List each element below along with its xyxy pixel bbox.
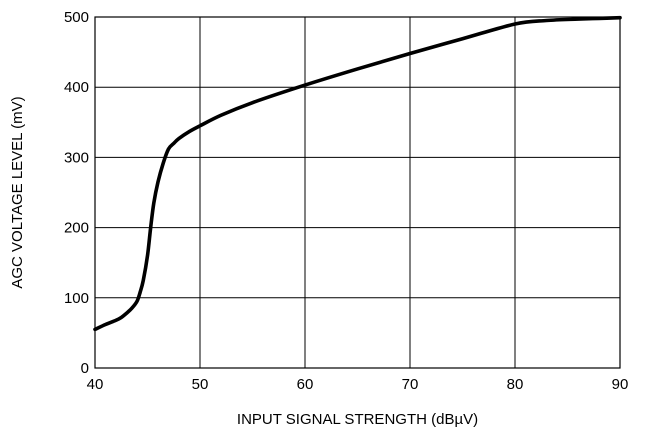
plot-frame [94,16,621,369]
x-tick-label: 40 [87,376,104,393]
y-tick-label: 300 [64,149,89,166]
x-axis-ticks: 40 50 60 70 80 90 [87,376,629,393]
y-tick-label: 500 [64,9,89,26]
x-tick-label: 50 [192,376,209,393]
x-axis-label: INPUT SIGNAL STRENGTH (dBµV) [237,411,478,428]
y-tick-label: 0 [81,360,89,377]
x-tick-label: 70 [402,376,419,393]
x-tick-label: 60 [297,376,314,393]
y-tick-label: 400 [64,79,89,96]
y-tick-label: 200 [64,220,89,237]
x-tick-label: 90 [612,376,629,393]
series-line-0 [93,15,622,332]
y-tick-label: 100 [64,290,89,307]
x-tick-label: 80 [507,376,524,393]
chart-series [93,15,622,332]
y-axis-label: AGC VOLTAGE LEVEL (mV) [9,96,26,288]
y-axis-ticks: 0 100 200 300 400 500 [64,9,89,377]
